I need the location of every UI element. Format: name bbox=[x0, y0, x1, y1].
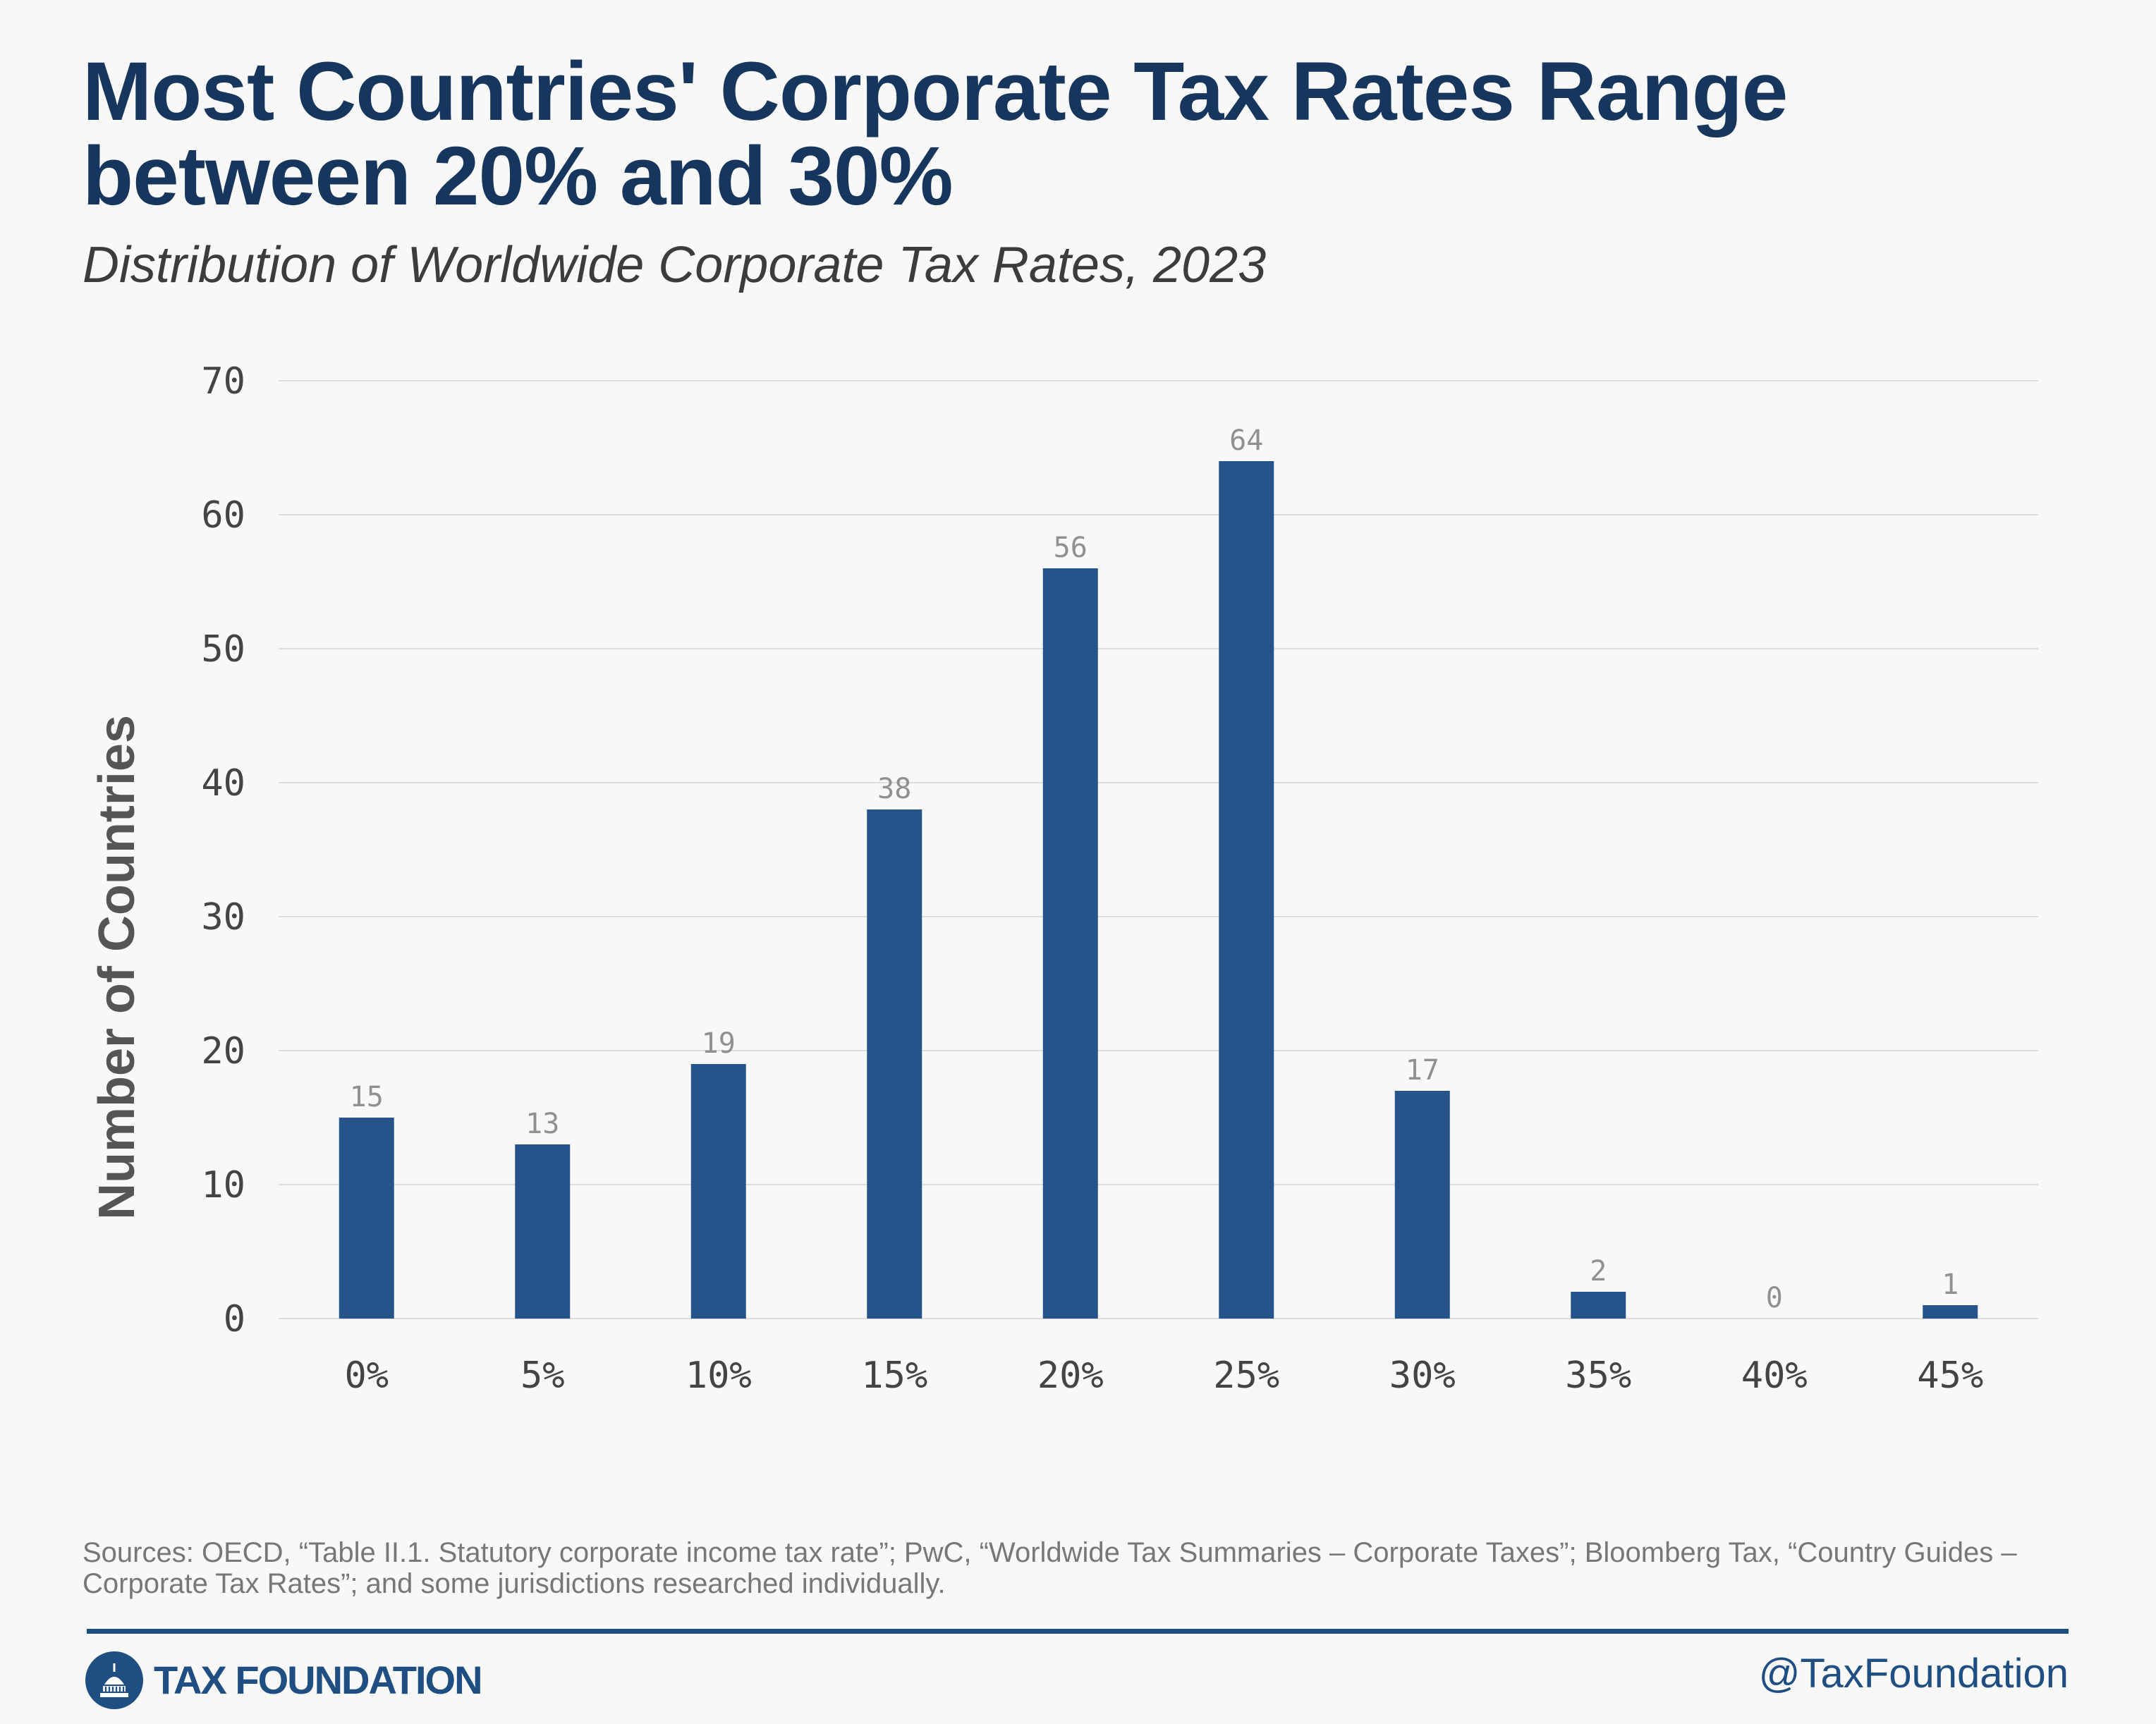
bar bbox=[867, 809, 922, 1319]
data-label: 0 bbox=[1766, 1282, 1783, 1314]
y-tick-label: 20 bbox=[201, 1030, 245, 1072]
y-tick-label: 0 bbox=[224, 1298, 245, 1340]
data-label: 13 bbox=[525, 1108, 559, 1140]
tax-foundation-logo: TAX FOUNDATION bbox=[85, 1646, 483, 1713]
bar bbox=[1923, 1305, 1978, 1319]
x-tick-label: 45% bbox=[1917, 1355, 1983, 1397]
y-tick-label: 50 bbox=[201, 628, 245, 671]
x-tick-label: 25% bbox=[1213, 1355, 1279, 1397]
sources-note: Sources: OECD, “Table II.1. Statutory co… bbox=[83, 1537, 2017, 1599]
data-label: 1 bbox=[1942, 1268, 1959, 1301]
bar bbox=[515, 1144, 571, 1319]
x-tick-label: 0% bbox=[344, 1355, 389, 1397]
bar bbox=[690, 1064, 746, 1319]
chart-title: Most Countries' Corporate Tax Rates Rang… bbox=[83, 45, 1788, 223]
x-tick-label: 35% bbox=[1565, 1355, 1631, 1397]
y-axis-label: Number of Countries bbox=[89, 715, 145, 1220]
capitol-dome-icon bbox=[85, 1651, 143, 1709]
data-label: 2 bbox=[1590, 1255, 1607, 1288]
footer-rule bbox=[87, 1629, 2069, 1634]
y-tick-label: 60 bbox=[201, 494, 245, 537]
x-tick-label: 30% bbox=[1389, 1355, 1456, 1397]
social-handle[interactable]: @TaxFoundation bbox=[1758, 1651, 2069, 1697]
x-tick-label: 20% bbox=[1037, 1355, 1104, 1397]
bars bbox=[339, 461, 1978, 1319]
x-tick-label: 15% bbox=[861, 1355, 927, 1397]
bar bbox=[1394, 1091, 1450, 1319]
x-tick-label: 5% bbox=[520, 1355, 565, 1397]
chart-subtitle: Distribution of Worldwide Corporate Tax … bbox=[83, 237, 1267, 293]
data-label: 19 bbox=[702, 1027, 736, 1060]
bar bbox=[1219, 461, 1274, 1319]
bar bbox=[1042, 568, 1098, 1319]
logo-text: TAX FOUNDATION bbox=[154, 1658, 483, 1702]
data-label: 56 bbox=[1054, 532, 1088, 564]
bar bbox=[1571, 1292, 1626, 1319]
x-tick-label: 10% bbox=[686, 1355, 752, 1397]
x-tick-labels: 0% 5% 10% 15% 20% 25% 30% 35% 40% 45% bbox=[344, 1355, 1983, 1397]
y-tick-label: 40 bbox=[201, 762, 245, 805]
data-label: 38 bbox=[877, 773, 911, 805]
bar bbox=[339, 1118, 394, 1319]
y-tick-label: 10 bbox=[201, 1164, 245, 1206]
y-tick-label: 70 bbox=[201, 360, 245, 403]
x-tick-label: 40% bbox=[1741, 1355, 1808, 1397]
y-tick-labels: 0 10 20 30 40 50 60 70 bbox=[201, 360, 245, 1340]
data-label: 15 bbox=[350, 1081, 384, 1113]
y-tick-label: 30 bbox=[201, 896, 245, 939]
data-label: 17 bbox=[1406, 1054, 1439, 1087]
data-label: 64 bbox=[1229, 424, 1263, 457]
data-labels: 15 13 19 38 56 64 17 2 0 1 bbox=[350, 424, 1959, 1314]
grid-lines bbox=[279, 380, 2038, 1319]
